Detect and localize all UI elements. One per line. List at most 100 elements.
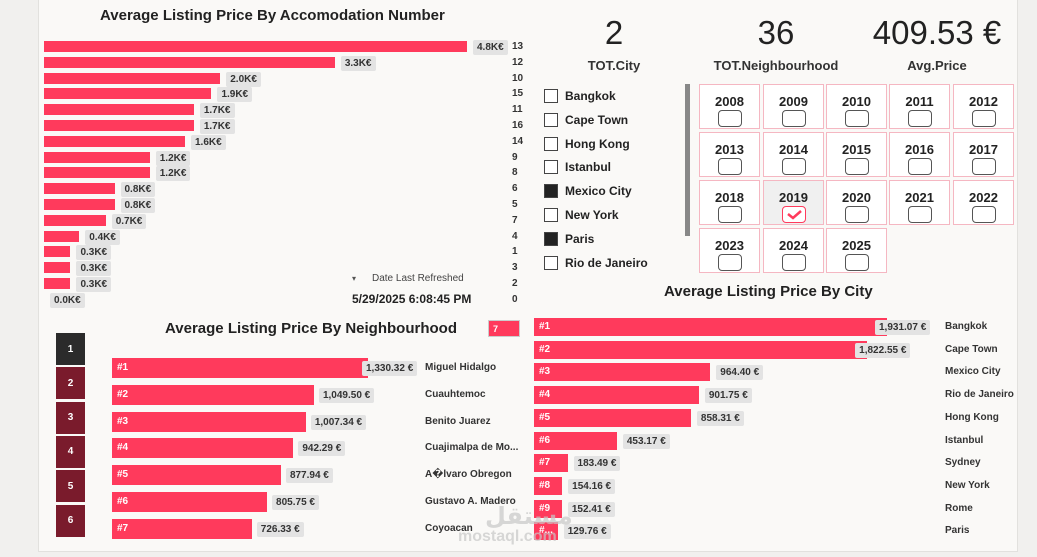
year-tile[interactable]: 2025 (826, 228, 887, 273)
accommodation-data-label: 0.4K€ (85, 229, 120, 245)
city-bar[interactable] (534, 522, 558, 541)
accommodation-bar[interactable] (44, 214, 106, 226)
city-bar[interactable] (534, 386, 699, 405)
year-tile[interactable]: 2022 (953, 180, 1014, 225)
city-bar[interactable] (534, 318, 887, 336)
accommodation-category-label: 15 (512, 88, 524, 100)
neighbourhood-rank-button[interactable]: 3 (56, 401, 85, 434)
city-slicer-item[interactable]: Cape Town (544, 112, 628, 127)
year-checkbox[interactable] (908, 110, 932, 127)
city-slicer-item[interactable]: Rio de Janeiro (544, 255, 648, 270)
refresh-value: 5/29/2025 6:08:45 PM (352, 292, 472, 306)
neighbourhood-rank-button[interactable]: 1 (56, 333, 85, 365)
year-checkbox[interactable] (972, 158, 996, 175)
accommodation-bar[interactable] (44, 246, 71, 258)
city-checkbox[interactable] (544, 208, 558, 222)
year-checkbox[interactable] (718, 254, 742, 271)
neighbourhood-bar[interactable] (112, 384, 314, 405)
city-bar[interactable] (534, 340, 868, 359)
year-tile[interactable]: 2020 (826, 180, 887, 225)
refresh-caret-icon[interactable]: ▾ (352, 274, 357, 283)
neighbourhood-rank-button[interactable]: 6 (56, 504, 85, 537)
city-slicer-item[interactable]: New York (544, 208, 619, 222)
year-tile[interactable]: 2010 (826, 84, 887, 129)
accommodation-bar[interactable] (44, 135, 185, 147)
year-tile[interactable]: 2011 (889, 84, 950, 129)
neighbourhood-bar[interactable] (112, 411, 306, 432)
city-data-label: 964.40 € (716, 365, 764, 381)
city-checkbox[interactable] (544, 255, 558, 270)
accommodation-bar[interactable] (44, 151, 150, 163)
year-checkbox[interactable] (782, 254, 806, 271)
city-bar[interactable] (534, 363, 711, 382)
year-checkbox[interactable] (782, 158, 806, 175)
neighbourhood-rank-button[interactable]: 4 (56, 435, 85, 468)
year-checkbox[interactable] (908, 206, 932, 223)
year-tile[interactable]: 2015 (826, 132, 887, 177)
year-checkbox[interactable] (845, 110, 869, 127)
neighbourhood-bar[interactable] (112, 465, 281, 486)
city-checkbox[interactable] (544, 184, 558, 199)
neighbourhood-rank-button[interactable]: 5 (56, 470, 85, 503)
accommodation-bar[interactable] (44, 104, 194, 116)
accommodation-bar[interactable] (44, 72, 221, 84)
city-checkbox[interactable] (544, 231, 558, 246)
year-checkbox[interactable] (718, 206, 742, 223)
neighbourhood-rank-label: #5 (117, 469, 129, 481)
year-tile[interactable]: 2014 (763, 132, 824, 177)
city-slicer-item[interactable]: Bangkok (544, 89, 616, 103)
neighbourhood-bar[interactable] (112, 518, 252, 539)
neighbourhood-bar[interactable] (112, 492, 268, 512)
city-checkbox[interactable] (544, 136, 558, 151)
city-checkbox[interactable] (544, 89, 558, 103)
year-checkbox[interactable] (782, 206, 806, 223)
city-bar[interactable] (534, 408, 691, 427)
neighbourhood-bar[interactable] (112, 438, 294, 459)
city-bar[interactable] (534, 454, 568, 473)
accommodation-bar[interactable] (44, 278, 71, 289)
year-tile[interactable]: 2013 (699, 132, 760, 177)
city-bar[interactable] (534, 476, 563, 495)
city-checkbox[interactable] (544, 160, 558, 175)
city-bar[interactable] (534, 499, 562, 518)
year-tile[interactable]: 2024 (763, 228, 824, 273)
year-tile[interactable]: 2018 (699, 180, 760, 225)
year-checkbox[interactable] (718, 158, 742, 175)
city-slicer-item[interactable]: Mexico City (544, 184, 632, 199)
year-checkbox[interactable] (908, 158, 932, 175)
year-checkbox[interactable] (845, 206, 869, 223)
city-rank-label: #... (539, 525, 553, 537)
year-checkbox[interactable] (845, 254, 869, 271)
city-checkbox[interactable] (544, 112, 558, 127)
accommodation-bar[interactable] (44, 167, 150, 179)
neighbourhood-bar[interactable] (112, 358, 368, 378)
year-tile[interactable]: 2009 (763, 84, 824, 129)
year-tile[interactable]: 2017 (953, 132, 1014, 177)
year-checkbox[interactable] (972, 206, 996, 223)
neighbourhood-rank-button[interactable]: 2 (56, 367, 85, 400)
top-n-input[interactable]: 7 (488, 320, 520, 337)
year-checkbox[interactable] (782, 110, 806, 127)
city-slicer-scrollbar[interactable] (685, 84, 690, 236)
year-tile[interactable]: 2019 (763, 180, 824, 225)
year-checkbox[interactable] (718, 110, 742, 127)
accommodation-bar[interactable] (44, 230, 80, 242)
accommodation-bar[interactable] (44, 199, 115, 210)
city-slicer-item[interactable]: Hong Kong (544, 136, 630, 151)
accommodation-bar[interactable] (44, 183, 115, 195)
year-checkbox[interactable] (845, 158, 869, 175)
accommodation-bar[interactable] (44, 88, 212, 100)
year-tile[interactable]: 2023 (699, 228, 760, 273)
year-tile[interactable]: 2021 (889, 180, 950, 225)
accommodation-bar[interactable] (44, 56, 335, 68)
city-bar[interactable] (534, 431, 617, 450)
city-slicer-item[interactable]: Istanbul (544, 160, 611, 175)
accommodation-bar[interactable] (44, 120, 194, 131)
accommodation-bar[interactable] (44, 262, 71, 274)
year-tile[interactable]: 2008 (699, 84, 760, 129)
city-slicer-item[interactable]: Paris (544, 231, 594, 246)
year-checkbox[interactable] (972, 110, 996, 127)
year-tile[interactable]: 2012 (953, 84, 1014, 129)
year-tile[interactable]: 2016 (889, 132, 950, 177)
accommodation-bar[interactable] (44, 41, 467, 52)
